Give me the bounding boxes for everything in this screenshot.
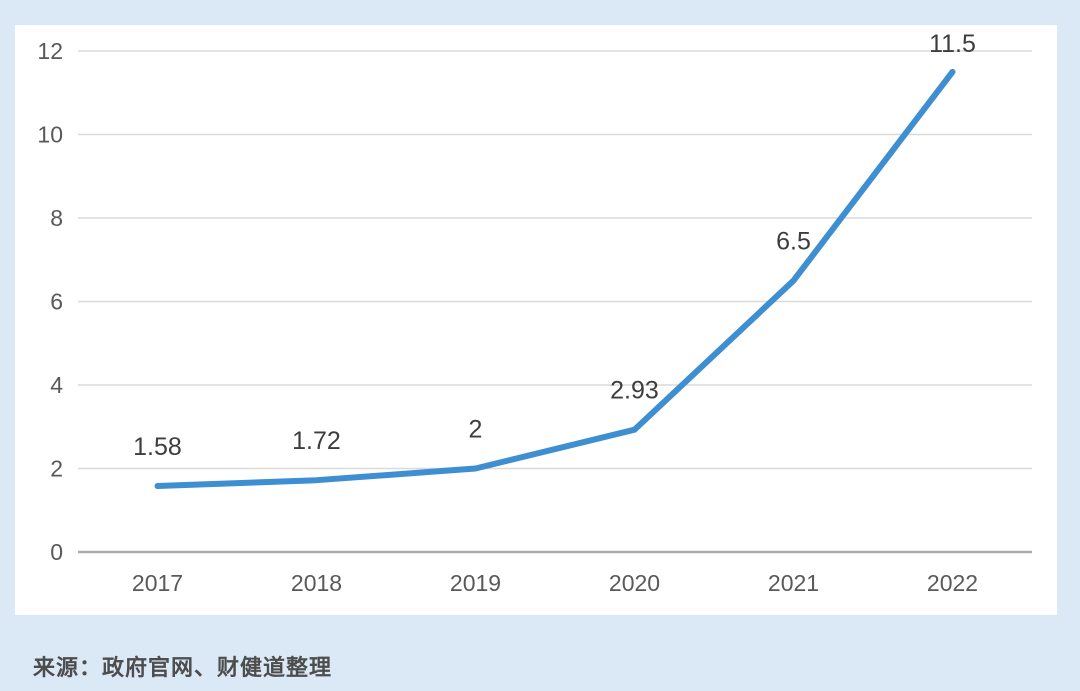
x-tick-label: 2017 (132, 570, 183, 596)
data-line (154, 68, 956, 490)
x-tick-label: 2022 (927, 570, 978, 596)
x-tick-label: 2019 (450, 570, 501, 596)
source-caption: 来源：政府官网、财健道整理 (33, 655, 333, 680)
data-point-label: 11.5 (929, 30, 976, 58)
x-tick-label: 2018 (291, 570, 342, 596)
y-tick-label: 0 (50, 539, 63, 565)
data-point-label: 6.5 (776, 228, 811, 256)
data-point-label: 1.58 (133, 433, 182, 461)
data-point-label: 2 (469, 416, 483, 444)
y-tick-label: 10 (37, 122, 63, 148)
y-tick-label: 8 (50, 205, 63, 231)
x-tick-label: 2020 (609, 570, 660, 596)
data-point-label: 2.93 (610, 377, 659, 405)
chart-card: 0 2 4 6 8 10 12 2017 2018 2019 2020 2021 2022 1.58 1.7… (15, 25, 1057, 615)
y-tick-label: 4 (50, 372, 63, 398)
line-chart: 0 2 4 6 8 10 12 2017 2018 2019 2020 2021 2022 1.58 1.7… (37, 30, 1032, 596)
y-tick-label: 2 (50, 456, 63, 482)
y-tick-label: 6 (50, 289, 63, 315)
x-tick-label: 2021 (768, 570, 819, 596)
data-point-label: 1.72 (292, 427, 341, 455)
y-tick-label: 12 (37, 38, 63, 64)
